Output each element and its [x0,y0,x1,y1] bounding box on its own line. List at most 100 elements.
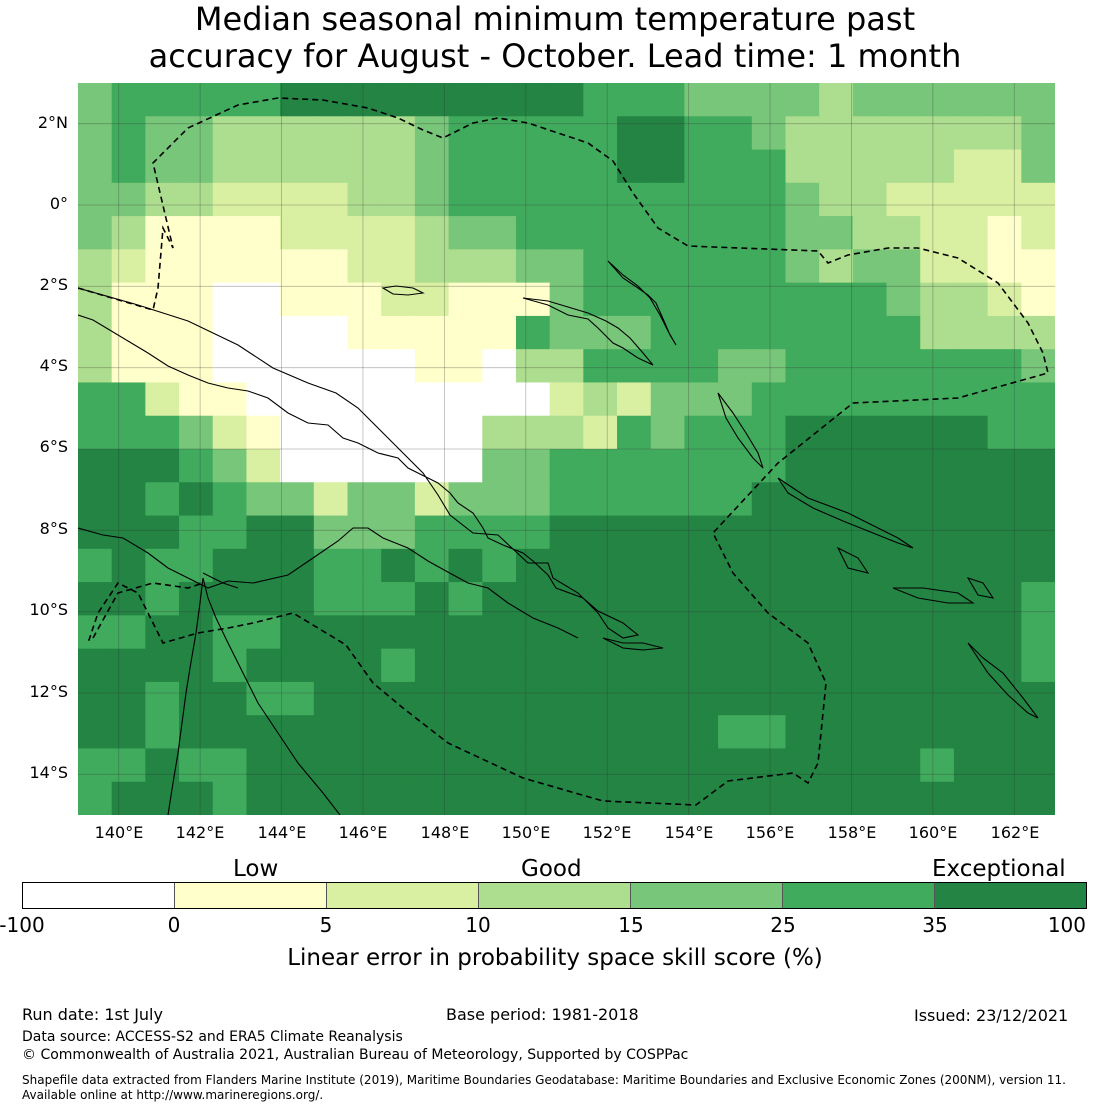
skill-cell [1021,781,1055,815]
lat-label-2n: 2°N [37,113,68,132]
skill-cell [650,149,686,184]
skill-cell [1021,249,1055,284]
skill-cell [482,349,517,384]
skill-cell [179,748,214,783]
skill-cell [785,282,820,317]
skill-cell [1021,282,1055,317]
skill-cell [482,182,517,217]
skill-cell [650,249,686,284]
skill-cell [482,149,517,184]
skill-cell [852,648,888,683]
skill-cell [583,482,618,517]
skill-cell [448,648,483,683]
skill-cell [583,216,618,250]
skill-cell [448,449,483,483]
skill-cell [280,449,315,483]
skill-cell [852,382,888,417]
skill-cell [718,449,753,483]
skill-cell [414,216,450,250]
solomon-island-1 [777,477,914,549]
skill-cell [549,482,584,517]
skill-cell [852,548,888,583]
skill-cell [78,482,113,517]
skill-cell [381,548,416,583]
skill-cell [246,182,281,217]
skill-cell [583,781,618,815]
skill-cell [852,615,888,650]
skill-cell [650,349,686,384]
legend-category-low: Low [233,856,279,882]
skill-cell [617,83,652,117]
skill-cell [819,449,854,483]
skill-cell [852,83,888,117]
skill-cell [179,382,214,417]
skill-cell [280,648,315,683]
skill-cell [751,781,787,815]
skill-cell [819,282,854,317]
skill-cell [852,681,888,716]
skill-cell [313,615,349,650]
skill-cell [448,83,483,117]
skill-cell [617,449,652,483]
skill-cell [145,548,180,583]
skill-cell [650,548,686,583]
cape-york-coastline [167,577,204,815]
skill-cell [819,83,854,117]
skill-cell [549,449,584,483]
louisiade-islands [602,637,664,651]
skill-cell [852,748,888,783]
skill-cell [650,615,686,650]
skill-cell [583,182,618,217]
skill-cell [414,382,450,417]
skill-cell [246,582,281,616]
skill-cell [650,182,686,217]
skill-cell [381,781,416,815]
skill-cell [886,648,921,683]
colorbar-segment [174,883,326,908]
skill-cell [549,415,584,450]
skill-cell [145,415,180,450]
skill-cell [684,116,719,151]
skill-cell [852,781,888,815]
skill-cell [718,615,753,650]
skill-cell [549,349,584,384]
skill-cell [212,715,248,750]
skill-cell [617,781,652,815]
skill-cell [482,781,517,815]
skill-cell [583,615,618,650]
lon-label-144e: 144°E [257,823,307,842]
skill-cell [751,582,787,616]
skill-cell [718,315,753,350]
legend-colorbar [22,882,1087,909]
skill-cell [212,681,248,716]
skill-cell [1021,382,1055,417]
skill-cell [212,748,248,783]
skill-cell [482,83,517,117]
skill-cell [718,349,753,384]
skill-cell [78,216,113,250]
skill-cell [482,315,517,350]
skill-cell [280,315,315,350]
skill-cell [987,615,1022,650]
skill-cell [987,216,1022,250]
skill-cell [650,116,686,151]
skill-cell [381,748,416,783]
skill-cell [78,681,113,716]
skill-cell [78,449,113,483]
skill-cell [280,282,315,317]
skill-cell [819,648,854,683]
skill-cell [718,781,753,815]
skill-cell [549,648,584,683]
skill-cell [515,681,551,716]
skill-cell [886,515,921,550]
skill-cell [920,216,955,250]
skill-cell [953,781,989,815]
skill-cell [785,548,820,583]
skill-cell [1021,681,1055,716]
skill-cell [381,415,416,450]
colorbar-segment [23,883,174,908]
skill-cell [617,648,652,683]
skill-cell [515,83,551,117]
skill-cell [111,681,146,716]
skill-cell [212,648,248,683]
